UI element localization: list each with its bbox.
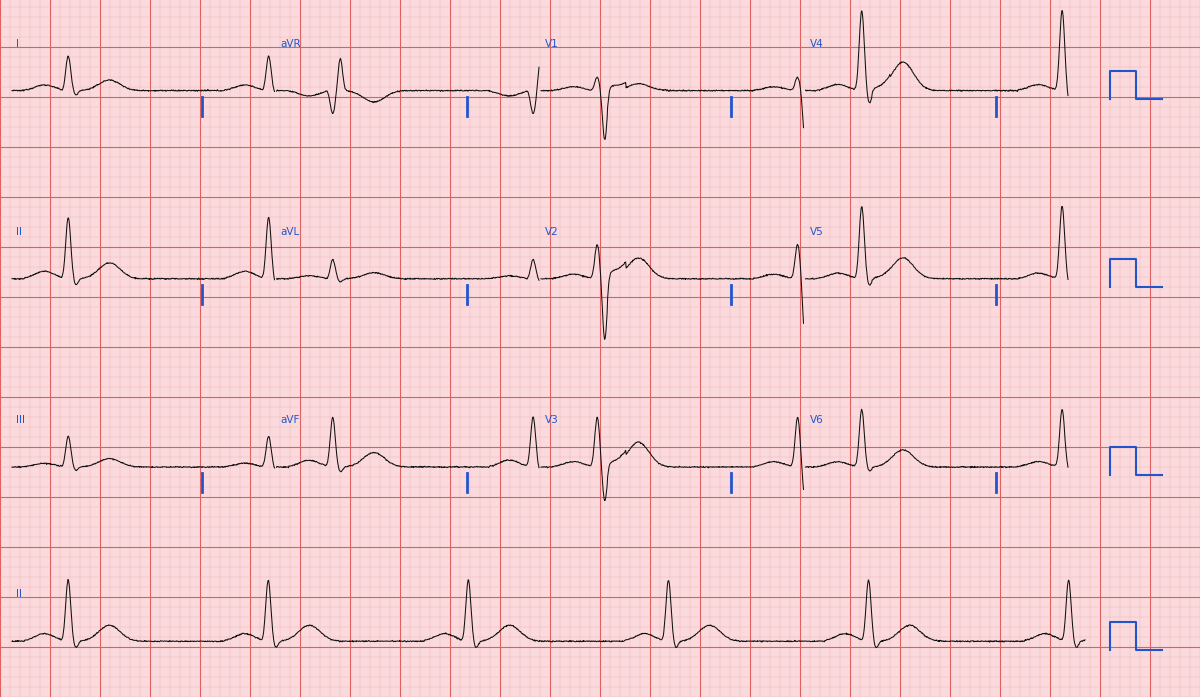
Text: aVR: aVR [281,38,301,49]
Text: V3: V3 [545,415,559,425]
Text: V4: V4 [810,38,823,49]
Text: V5: V5 [810,227,823,237]
Text: aVL: aVL [281,227,300,237]
Text: I: I [16,38,19,49]
Text: V1: V1 [545,38,559,49]
Text: II: II [16,227,22,237]
Text: aVF: aVF [281,415,300,425]
Text: III: III [16,415,25,425]
Text: II: II [16,589,22,599]
Text: V6: V6 [810,415,823,425]
Text: V2: V2 [545,227,559,237]
